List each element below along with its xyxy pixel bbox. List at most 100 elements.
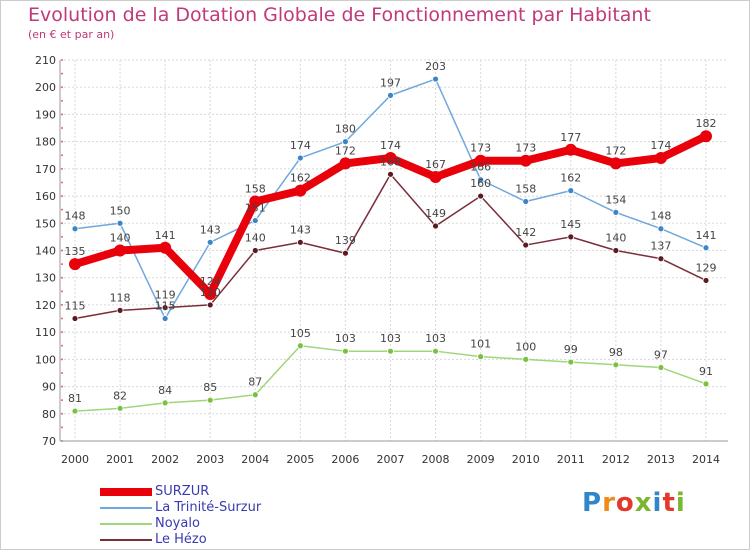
data-point-le-hezo [296,238,304,246]
x-tick-label: 2005 [286,453,314,466]
data-label-la-trinite-surzur: 166 [470,161,491,174]
x-tick-label: 2006 [331,453,359,466]
y-minor-tick [61,371,63,374]
y-minor-tick [61,113,63,116]
data-label-noyalo: 103 [335,332,356,345]
data-label-surzur: 172 [335,144,356,157]
y-minor-tick [61,99,63,102]
data-point-noyalo [612,361,620,369]
data-label-surzur: 177 [560,131,581,144]
y-minor-tick [61,399,63,402]
data-point-surzur [564,143,577,156]
data-point-surzur [609,157,622,170]
logo-letter: r [602,488,616,518]
data-point-surzur [69,258,81,271]
data-label-le-hezo: 118 [110,291,131,304]
legend-swatch-le-hezo [100,539,152,541]
logo-letter: P [582,488,603,518]
y-minor-tick [61,317,63,320]
data-label-le-hezo: 168 [380,155,401,168]
proxiti-logo: Proxiti [582,488,686,518]
data-point-noyalo [702,380,710,388]
data-label-surzur: 174 [650,139,671,152]
data-point-la-trinite-surzur [161,315,169,322]
legend-item-le-hezo[interactable]: Le Hézo [100,532,320,548]
y-minor-tick [61,181,63,184]
data-point-la-trinite-surzur [702,244,710,252]
y-minor-tick [61,331,63,334]
legend-swatch-surzur [100,488,152,496]
y-minor-tick [61,276,63,279]
data-point-le-hezo [612,247,620,254]
data-point-surzur [429,171,442,184]
data-point-noyalo [251,391,259,399]
legend-item-la-trinite-surzur[interactable]: La Trinité-Surzur [100,500,320,516]
data-point-le-hezo [522,241,530,249]
data-label-la-trinite-surzur: 148 [650,210,671,223]
data-point-surzur [204,288,217,301]
data-label-noyalo: 87 [248,376,262,389]
x-tick-label: 2001 [106,453,134,466]
data-point-surzur [159,241,172,254]
x-tick-label: 2004 [241,453,269,466]
y-minor-tick [61,72,63,75]
data-label-surzur: 135 [65,245,86,258]
data-point-surzur [700,130,712,143]
data-point-noyalo [522,355,530,363]
x-tick-label: 2007 [377,453,405,466]
legend-swatch-noyalo [100,523,152,525]
logo-letter: t [662,488,676,518]
y-minor-tick [61,426,63,429]
data-label-la-trinite-surzur: 180 [335,123,356,136]
data-point-le-hezo [161,304,169,312]
data-label-noyalo: 97 [654,349,668,362]
data-label-le-hezo: 143 [290,223,311,236]
y-tick-label: 200 [35,81,56,94]
data-label-noyalo: 85 [203,381,217,394]
legend-item-surzur[interactable]: SURZUR [100,484,320,500]
y-minor-tick [61,154,63,157]
data-point-surzur [249,195,262,208]
y-tick-label: 160 [35,190,56,203]
y-tick-label: 130 [35,272,56,285]
data-point-le-hezo [116,306,124,314]
y-minor-tick [61,290,63,293]
data-point-le-hezo [567,233,575,241]
legend-item-noyalo[interactable]: Noyalo [100,516,320,532]
y-minor-tick [61,358,63,361]
data-point-noyalo [657,364,665,371]
y-minor-tick [61,263,63,266]
data-label-noyalo: 105 [290,327,311,340]
data-point-la-trinite-surzur [612,208,620,216]
data-point-noyalo [567,358,575,366]
x-tick-label: 2000 [61,453,89,466]
data-label-surzur: 167 [425,158,446,171]
logo-letter: i [675,488,686,518]
data-label-la-trinite-surzur: 141 [696,229,717,242]
data-label-le-hezo: 160 [470,177,491,190]
data-point-la-trinite-surzur [71,225,79,233]
data-label-noyalo: 84 [158,384,172,397]
data-point-le-hezo [657,255,665,263]
data-label-le-hezo: 129 [696,261,717,274]
data-label-surzur: 173 [470,142,491,155]
y-tick-label: 170 [35,163,56,176]
data-point-noyalo [116,404,124,412]
y-tick-label: 90 [42,381,56,394]
y-tick-label: 100 [35,353,56,366]
data-point-la-trinite-surzur [477,176,485,184]
data-label-le-hezo: 142 [515,226,536,239]
data-label-surzur: 140 [110,232,131,245]
data-label-la-trinite-surzur: 158 [515,183,536,196]
data-point-la-trinite-surzur [342,138,349,146]
chart-title: Evolution de la Dotation Globale de Fonc… [28,4,651,26]
data-label-la-trinite-surzur: 143 [200,223,221,236]
x-tick-label: 2012 [602,453,630,466]
data-point-la-trinite-surzur [387,91,394,99]
data-point-noyalo [206,396,214,404]
data-point-surzur [474,154,487,167]
logo-letter: o [615,488,635,518]
data-label-noyalo: 103 [380,332,401,345]
y-minor-tick [61,140,63,143]
y-minor-tick [61,222,63,225]
